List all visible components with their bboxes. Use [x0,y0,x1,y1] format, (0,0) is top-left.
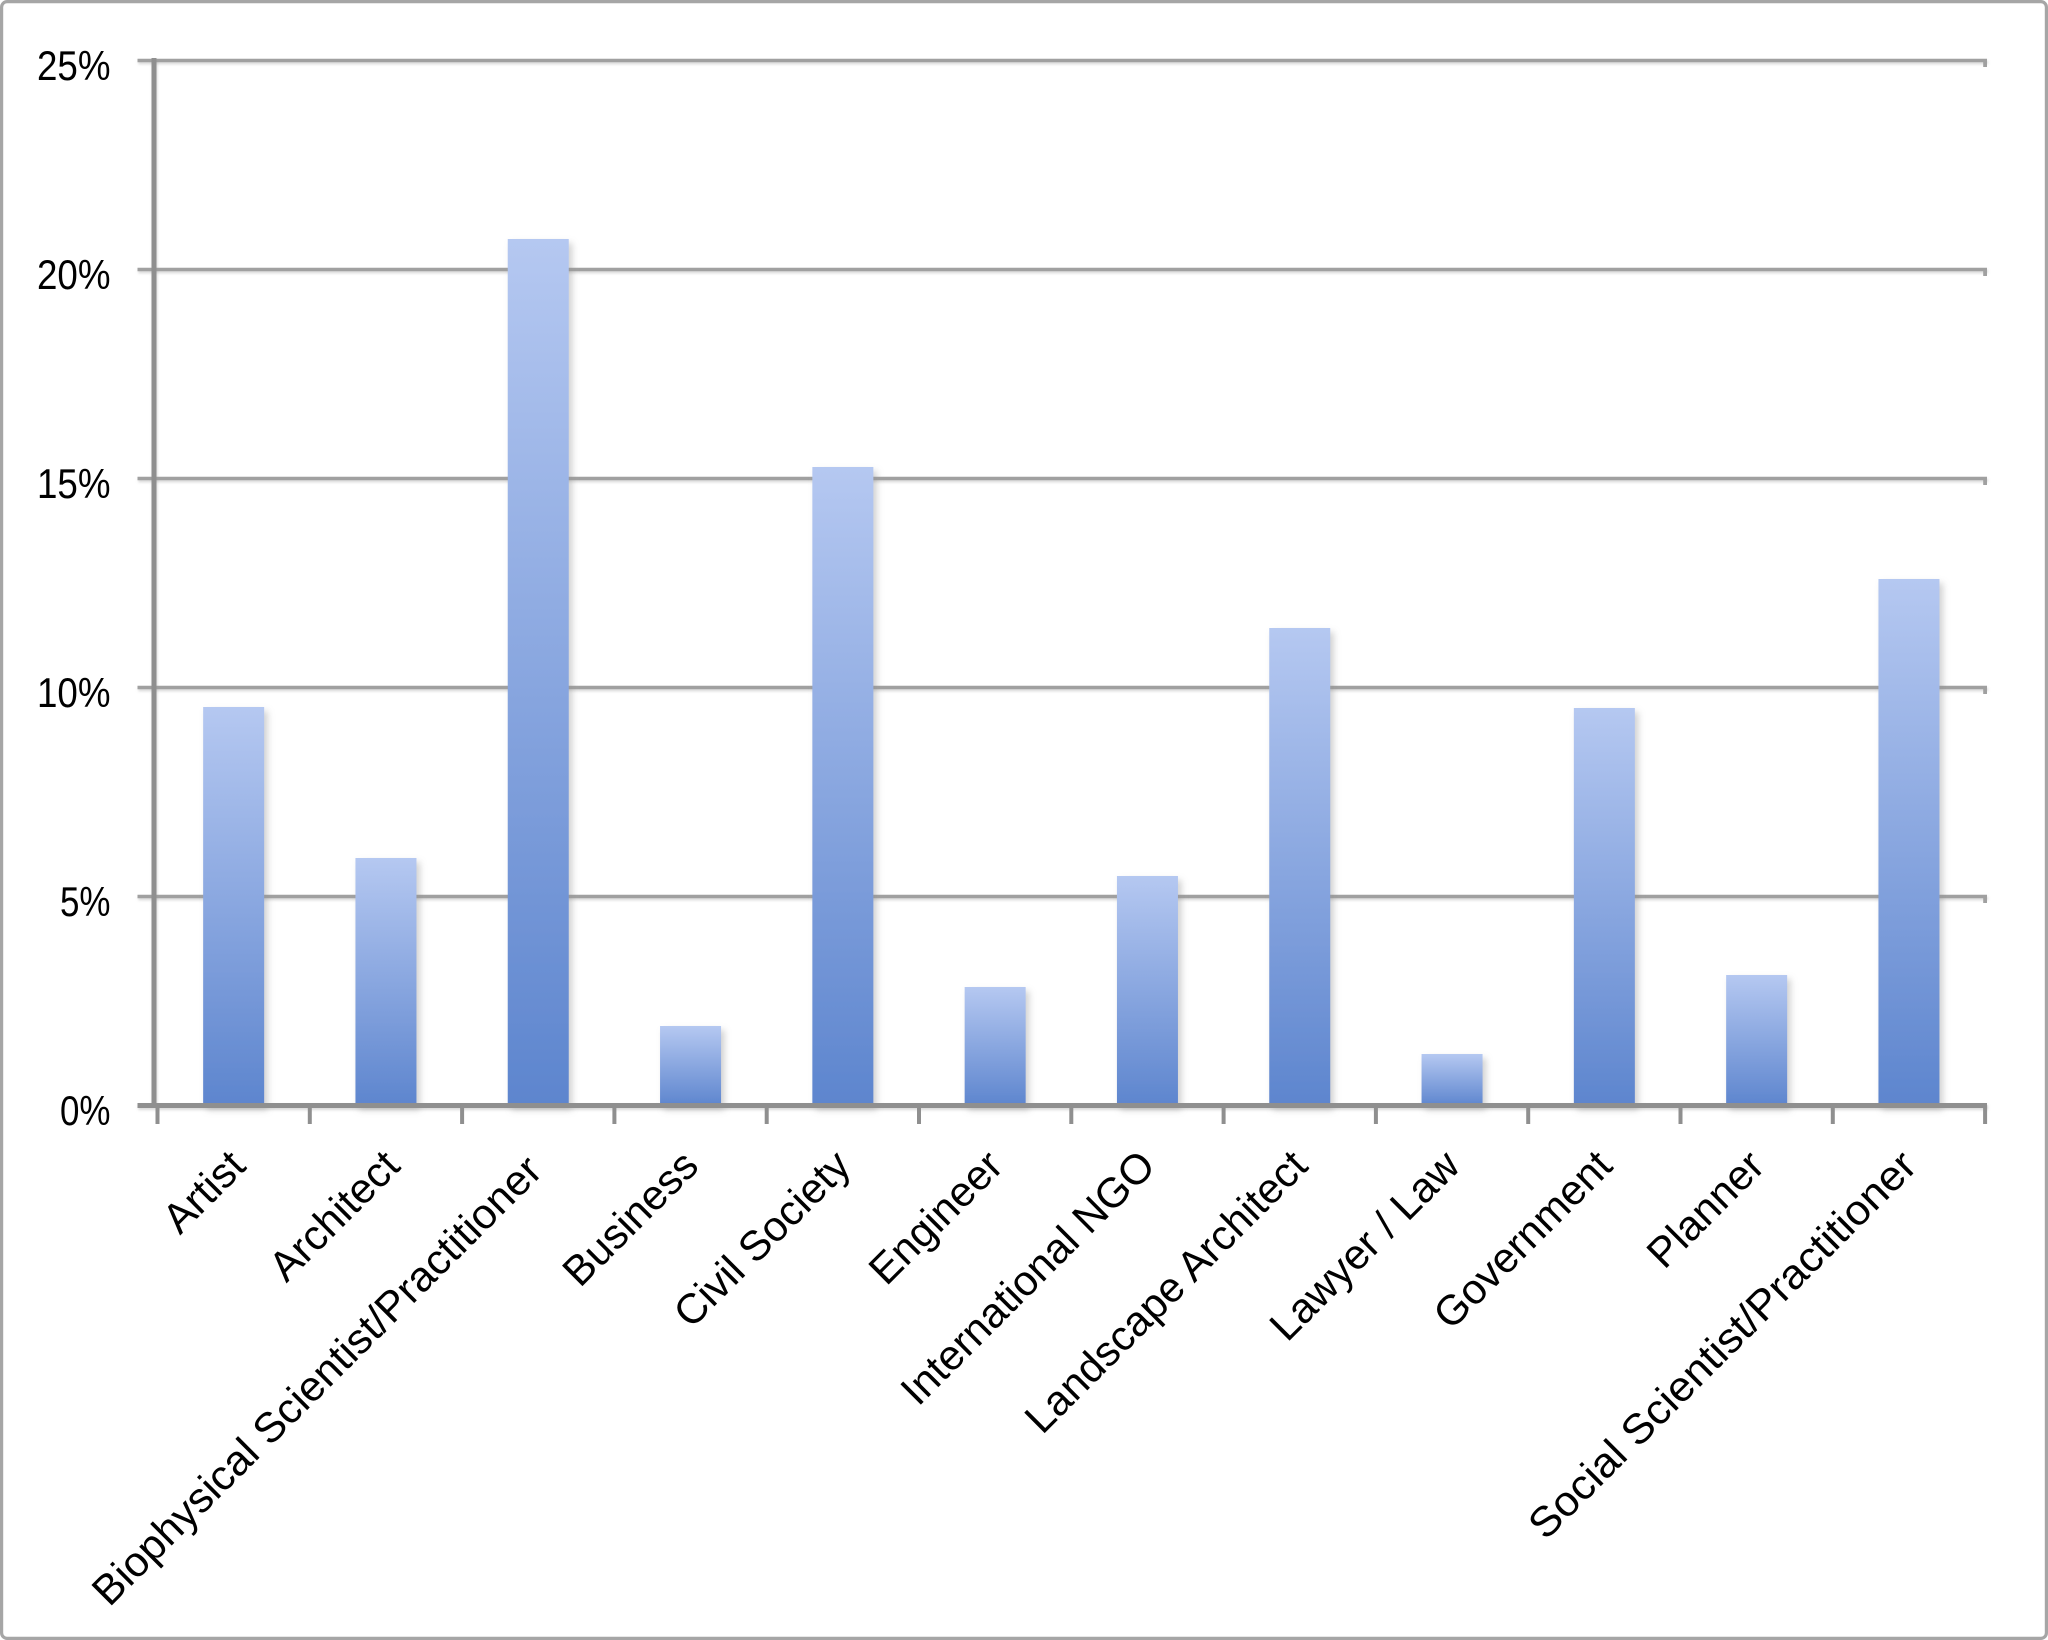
svg-text:5%: 5% [60,878,111,925]
svg-text:20%: 20% [37,251,111,298]
svg-text:10%: 10% [37,669,111,716]
svg-text:0%: 0% [60,1087,111,1134]
svg-text:15%: 15% [37,460,111,507]
svg-text:25%: 25% [37,42,111,89]
